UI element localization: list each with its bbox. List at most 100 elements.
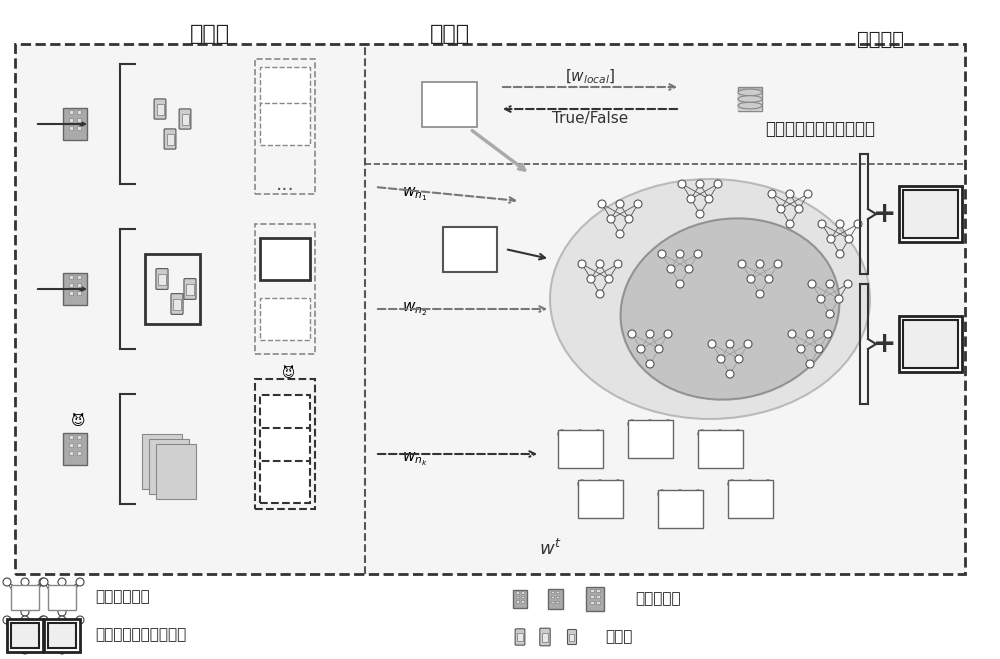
Circle shape xyxy=(835,295,843,303)
Circle shape xyxy=(12,593,20,601)
Circle shape xyxy=(764,480,772,488)
Circle shape xyxy=(655,435,663,443)
Circle shape xyxy=(576,430,584,438)
FancyBboxPatch shape xyxy=(158,274,166,285)
FancyBboxPatch shape xyxy=(260,461,310,503)
Circle shape xyxy=(598,200,606,208)
Circle shape xyxy=(299,240,307,248)
Text: $w_{n_2}$: $w_{n_2}$ xyxy=(402,301,428,318)
FancyBboxPatch shape xyxy=(658,490,702,528)
Circle shape xyxy=(281,270,289,278)
Circle shape xyxy=(694,250,702,258)
Text: 客户端: 客户端 xyxy=(605,629,632,645)
FancyBboxPatch shape xyxy=(516,600,519,602)
Circle shape xyxy=(281,240,289,248)
Circle shape xyxy=(685,265,693,273)
Circle shape xyxy=(263,105,271,113)
Circle shape xyxy=(694,490,702,498)
FancyBboxPatch shape xyxy=(69,444,73,447)
Circle shape xyxy=(824,330,832,338)
Circle shape xyxy=(755,495,763,503)
FancyBboxPatch shape xyxy=(156,444,196,499)
FancyBboxPatch shape xyxy=(521,596,524,598)
Circle shape xyxy=(76,616,84,624)
FancyBboxPatch shape xyxy=(11,585,39,610)
Circle shape xyxy=(917,340,925,348)
Text: +: + xyxy=(873,330,897,358)
Circle shape xyxy=(628,420,636,428)
Circle shape xyxy=(725,445,733,453)
FancyBboxPatch shape xyxy=(63,273,87,305)
FancyBboxPatch shape xyxy=(590,601,594,604)
Ellipse shape xyxy=(738,102,762,109)
Circle shape xyxy=(734,430,742,438)
Circle shape xyxy=(646,450,654,458)
FancyBboxPatch shape xyxy=(738,99,762,105)
Circle shape xyxy=(272,120,280,128)
FancyBboxPatch shape xyxy=(515,629,525,645)
FancyBboxPatch shape xyxy=(551,596,554,598)
Text: True/False: True/False xyxy=(552,111,628,127)
Circle shape xyxy=(263,430,271,438)
Circle shape xyxy=(658,250,666,258)
Circle shape xyxy=(687,195,695,203)
FancyBboxPatch shape xyxy=(171,294,183,314)
FancyBboxPatch shape xyxy=(69,436,73,440)
Circle shape xyxy=(272,478,280,486)
FancyBboxPatch shape xyxy=(260,103,310,145)
Circle shape xyxy=(263,463,271,471)
Circle shape xyxy=(735,355,743,363)
Text: $[w_{local}]$: $[w_{local}]$ xyxy=(565,68,615,86)
Circle shape xyxy=(685,505,693,513)
Circle shape xyxy=(944,325,952,333)
Circle shape xyxy=(676,250,684,258)
FancyBboxPatch shape xyxy=(77,436,81,440)
FancyBboxPatch shape xyxy=(558,430,602,468)
Circle shape xyxy=(917,210,925,218)
Circle shape xyxy=(448,230,456,238)
Circle shape xyxy=(281,493,289,501)
FancyBboxPatch shape xyxy=(77,291,81,295)
Circle shape xyxy=(290,255,298,263)
FancyBboxPatch shape xyxy=(44,619,80,652)
FancyBboxPatch shape xyxy=(11,623,39,648)
Text: 😈: 😈 xyxy=(71,414,85,428)
Circle shape xyxy=(826,310,834,318)
Circle shape xyxy=(299,105,307,113)
FancyBboxPatch shape xyxy=(69,283,73,287)
FancyBboxPatch shape xyxy=(516,591,519,594)
Circle shape xyxy=(844,280,852,288)
FancyBboxPatch shape xyxy=(63,433,87,465)
Circle shape xyxy=(678,180,686,188)
FancyBboxPatch shape xyxy=(698,430,743,468)
Text: 基于锚点模型更新的聚合: 基于锚点模型更新的聚合 xyxy=(765,120,875,138)
Circle shape xyxy=(646,420,654,428)
Circle shape xyxy=(607,215,615,223)
FancyBboxPatch shape xyxy=(149,439,189,494)
FancyBboxPatch shape xyxy=(521,591,524,594)
Circle shape xyxy=(596,290,604,298)
FancyBboxPatch shape xyxy=(7,619,43,652)
FancyBboxPatch shape xyxy=(69,275,73,279)
Text: 😈: 😈 xyxy=(282,368,294,380)
Circle shape xyxy=(667,265,675,273)
FancyBboxPatch shape xyxy=(77,275,81,279)
FancyBboxPatch shape xyxy=(260,395,310,437)
FancyBboxPatch shape xyxy=(15,44,965,574)
FancyBboxPatch shape xyxy=(551,600,554,603)
Circle shape xyxy=(698,430,706,438)
Circle shape xyxy=(281,105,289,113)
Circle shape xyxy=(726,370,734,378)
Circle shape xyxy=(484,230,492,238)
Circle shape xyxy=(815,345,823,353)
Circle shape xyxy=(714,180,722,188)
Circle shape xyxy=(596,260,604,268)
Circle shape xyxy=(49,631,57,639)
Circle shape xyxy=(290,315,298,323)
Circle shape xyxy=(738,260,746,268)
FancyBboxPatch shape xyxy=(596,601,600,604)
Circle shape xyxy=(594,430,602,438)
Circle shape xyxy=(804,190,812,198)
Circle shape xyxy=(21,646,29,654)
FancyBboxPatch shape xyxy=(260,238,310,280)
